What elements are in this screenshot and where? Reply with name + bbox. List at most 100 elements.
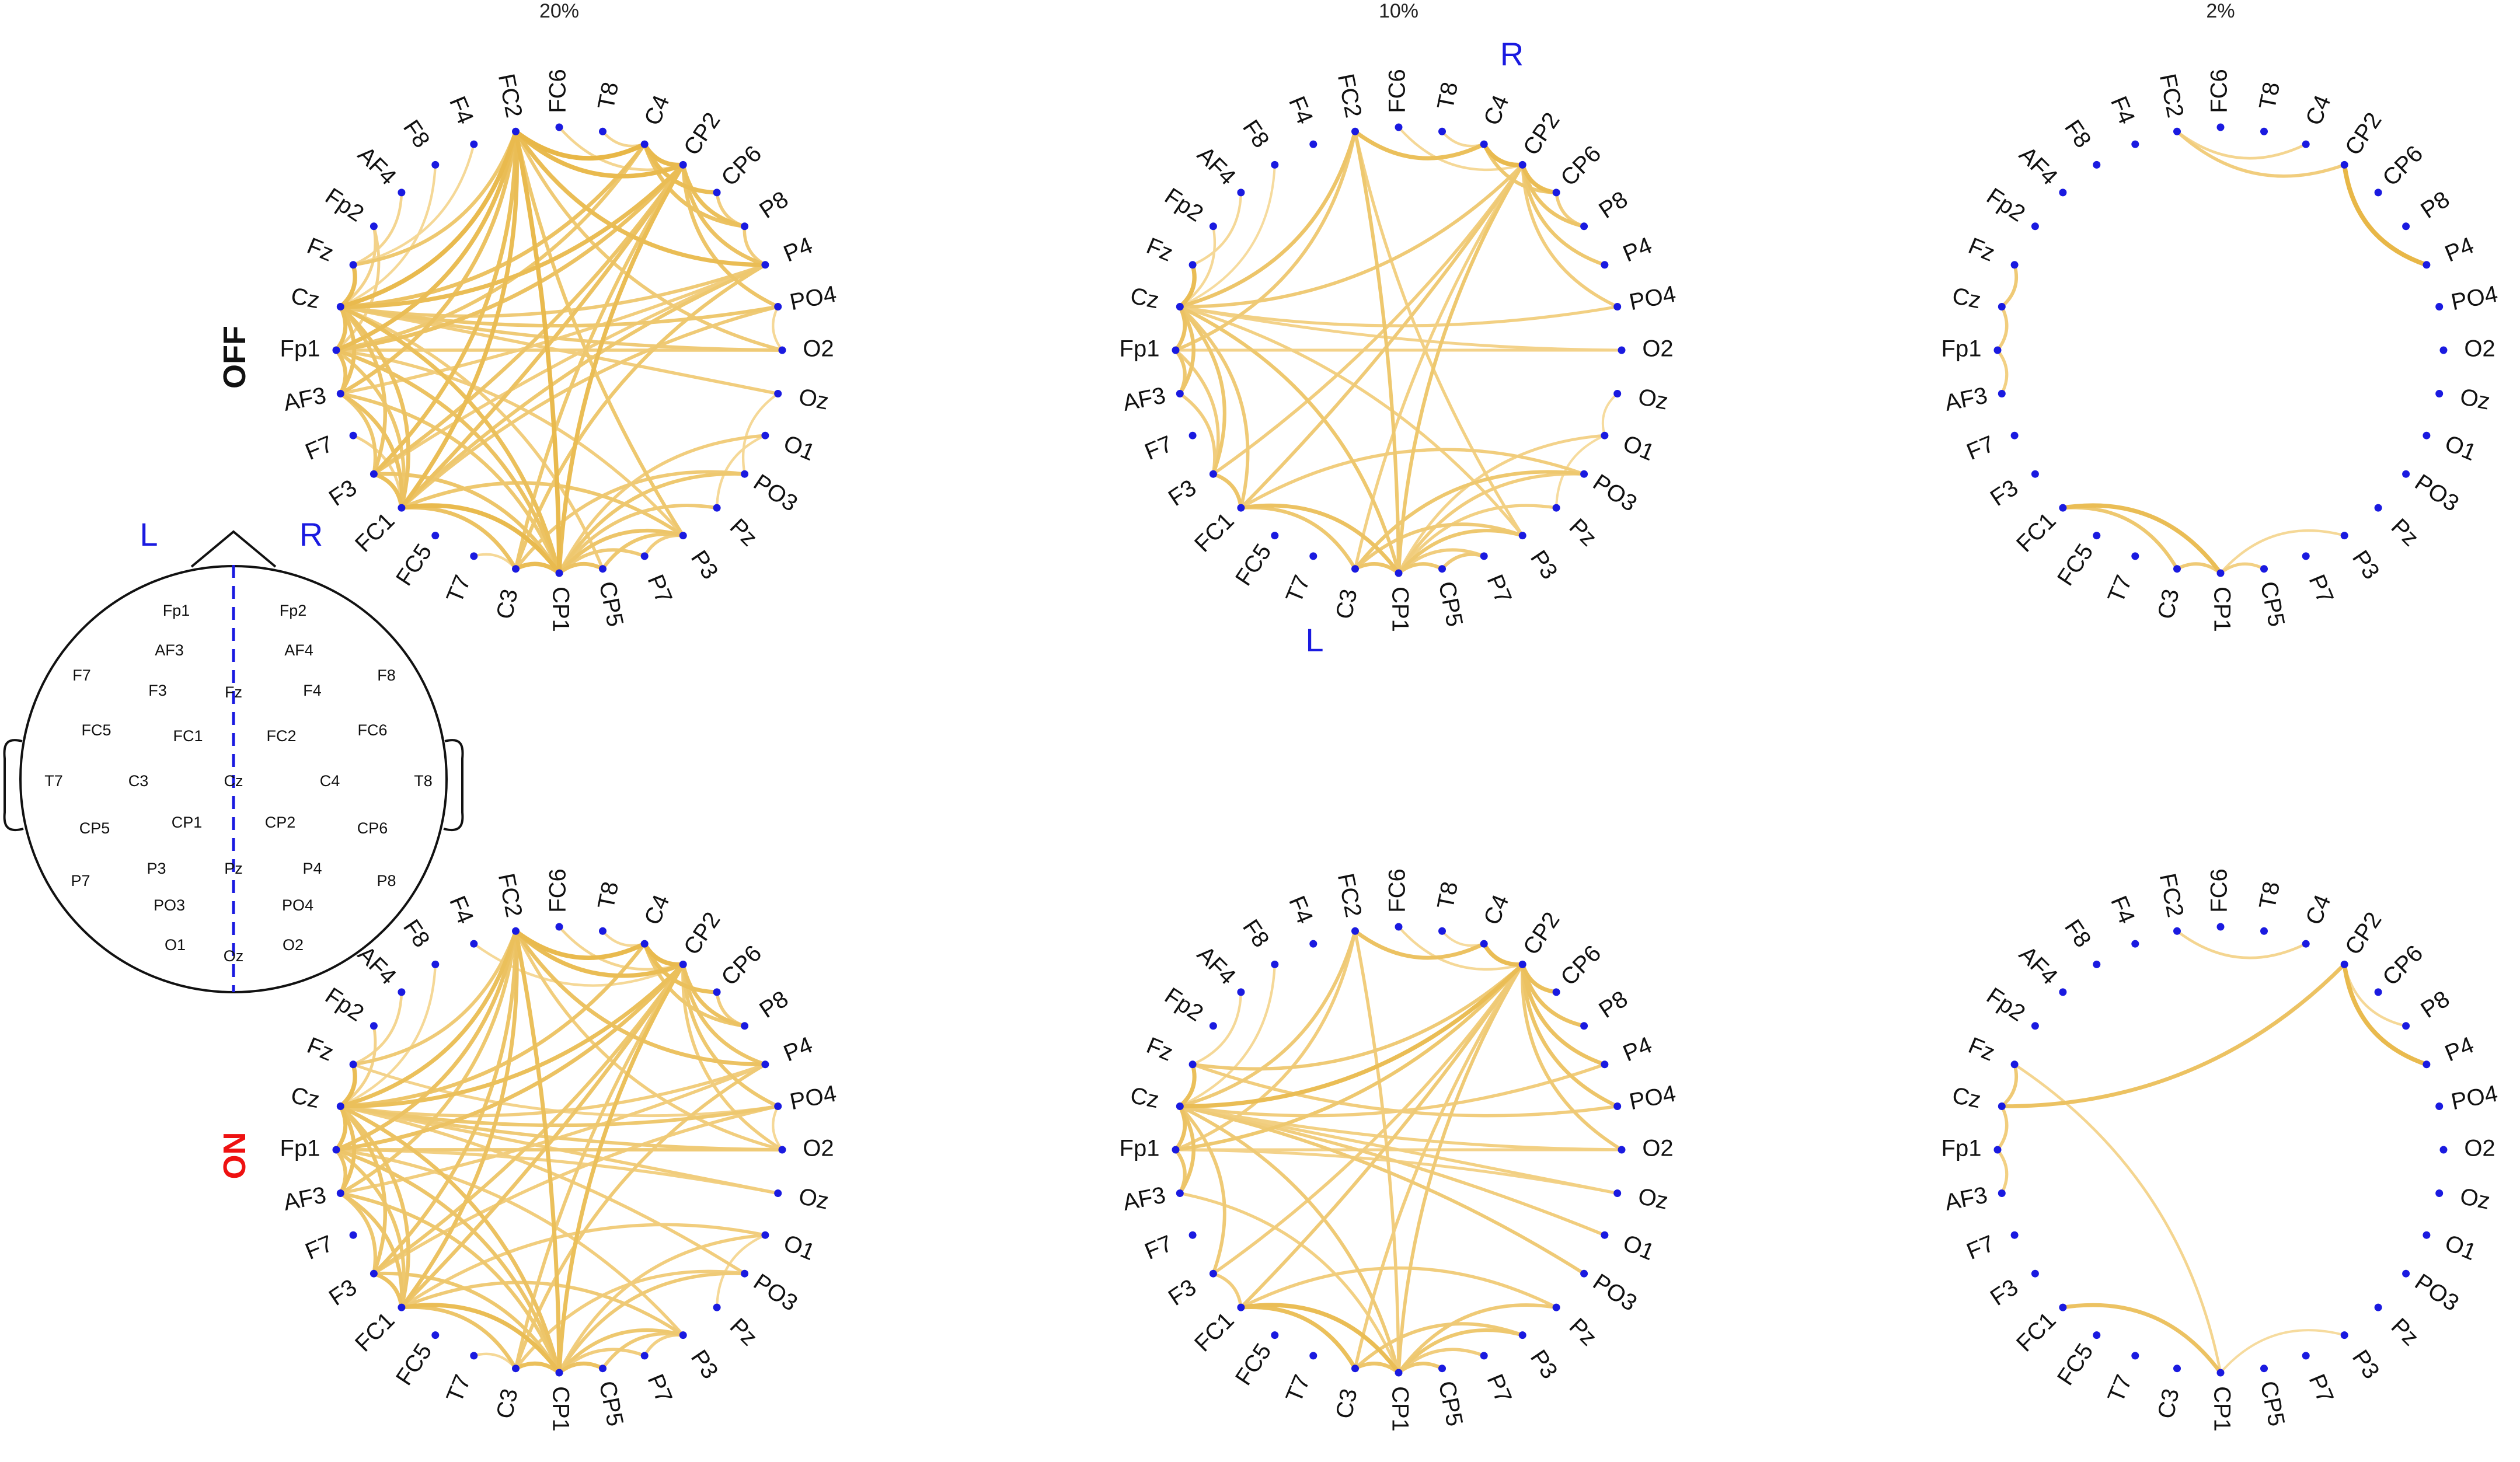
node-o1 <box>1601 1231 1609 1239</box>
head-electrode-p7: P7 <box>71 872 90 889</box>
node-p7 <box>1480 1352 1488 1360</box>
channel-label-fc1: FC1 <box>350 1307 400 1357</box>
edge-cp2-cp1 <box>557 162 685 575</box>
node-t7 <box>2131 1352 2139 1360</box>
node-cz <box>1176 1102 1184 1110</box>
edge-cp2-f3 <box>1211 962 1524 1275</box>
edge-cp1-pz <box>1397 1303 1558 1374</box>
head-electrode-f3: F3 <box>148 682 167 699</box>
channel-label-f7: F7 <box>1141 431 1176 465</box>
head-electrode-oz: Oz <box>224 947 244 965</box>
edge-c3-po3 <box>514 1269 747 1370</box>
edge-cp1-p3 <box>557 528 685 575</box>
edge-fc2-f3 <box>372 929 518 1276</box>
channel-label-cp1: CP1 <box>548 1386 573 1432</box>
edge-af3-f3 <box>1178 392 1217 476</box>
edge-group <box>334 925 784 1375</box>
channel-label-c3: C3 <box>492 587 522 622</box>
row-label-on: ON <box>217 1132 252 1180</box>
edge-cp1-cp5 <box>557 1361 605 1375</box>
edge-cp2-cp1 <box>557 962 685 1375</box>
channel-label-f7: F7 <box>302 431 337 465</box>
edge-f3-fc1 <box>1211 472 1243 510</box>
node-t7 <box>1309 1352 1317 1360</box>
edge-cp2-cz <box>1177 962 1525 1109</box>
channel-label-pz: Pz <box>2386 1313 2424 1351</box>
edge-af4-fz <box>1191 191 1243 266</box>
edge-c3-po3 <box>514 470 747 571</box>
channel-label-o2: O2 <box>2464 336 2495 362</box>
edge-p7-p3 <box>643 533 685 558</box>
channel-label-p7: P7 <box>2303 1370 2338 1407</box>
channel-label-fp2: Fp2 <box>1982 183 2030 227</box>
channel-label-f8: F8 <box>398 116 435 152</box>
edge-fc2-f3 <box>371 129 518 476</box>
channel-label-cz: Cz <box>1128 1083 1162 1114</box>
node-fc5 <box>1271 532 1279 540</box>
channel-label-o2: O2 <box>803 336 834 362</box>
channel-label-f3: F3 <box>1164 1274 1201 1311</box>
channel-label-o1: O1 <box>780 1230 818 1265</box>
edge-fc2-fp1 <box>1174 929 1357 1152</box>
node-p4 <box>1601 1060 1609 1069</box>
column-title-20pct: 20% <box>539 0 579 22</box>
edge-cp2-po4 <box>1521 163 1619 309</box>
node-cp5 <box>1438 565 1446 573</box>
edge-fp1-af3 <box>1996 1148 2009 1195</box>
channel-label-fz: Fz <box>1965 1032 1999 1066</box>
edge-fc2-p4 <box>513 129 768 267</box>
channel-label-fc5: FC5 <box>2052 539 2099 590</box>
head-electrode-o2: O2 <box>283 936 304 954</box>
channel-label-cp5: CP5 <box>594 580 628 629</box>
edge-cp1-p3 <box>557 1328 685 1375</box>
channel-label-p8: P8 <box>2416 986 2454 1023</box>
node-p4 <box>1601 261 1609 269</box>
node-fz <box>2010 261 2019 269</box>
node-o2 <box>778 346 786 354</box>
node-fc5 <box>2093 1331 2101 1339</box>
node-p3 <box>1518 532 1526 540</box>
edge-cp2-p4 <box>1521 163 1606 267</box>
node-cp6 <box>2374 189 2382 197</box>
node-fc6 <box>2216 923 2225 931</box>
edge-cz-fc1 <box>1178 305 1250 510</box>
edge-fc1-cp1 <box>1239 1303 1401 1375</box>
node-o2 <box>1618 346 1626 354</box>
node-f4 <box>470 940 478 948</box>
channel-label-po4: PO4 <box>2449 1081 2500 1115</box>
node-c4 <box>640 940 649 948</box>
channel-label-f8: F8 <box>398 915 435 952</box>
node-c4 <box>2302 940 2310 948</box>
channel-label-fp2: Fp2 <box>1982 983 2030 1027</box>
edge-group <box>1996 930 2429 1375</box>
edge-cp2-p4 <box>681 163 768 267</box>
edge-cz-po4 <box>1178 305 1619 327</box>
edge-fc2-cz <box>338 129 518 309</box>
channel-label-fz: Fz <box>1143 233 1177 267</box>
node-po3 <box>741 470 749 478</box>
node-fc1 <box>1237 504 1245 512</box>
node-af3 <box>1176 390 1184 397</box>
head-electrode-po3: PO3 <box>154 896 185 914</box>
channel-label-f7: F7 <box>1963 431 1998 465</box>
channel-label-cz: Cz <box>1950 283 1984 314</box>
edge-c4-cp2 <box>1482 941 1525 967</box>
head-electrode-fc6: FC6 <box>357 721 387 739</box>
node-cp1 <box>2216 569 2225 577</box>
channel-label-o1: O1 <box>780 430 818 466</box>
head-electrode-po4: PO4 <box>282 896 313 914</box>
node-fc5 <box>2093 532 2101 540</box>
node-p4 <box>2423 1060 2431 1069</box>
edge-cp1-cp5 <box>557 561 605 575</box>
edge-p7-p3 <box>643 1333 685 1358</box>
edge-cz-f3 <box>339 1104 387 1276</box>
edge-fc6-cp2 <box>1397 125 1524 172</box>
head-electrode-af4: AF4 <box>284 641 313 659</box>
node-oz <box>774 1189 782 1197</box>
edge-fc2-c4 <box>1353 129 1486 160</box>
node-cp6 <box>1552 988 1560 996</box>
edge-c4-cp2 <box>1482 142 1525 168</box>
head-electrode-t7: T7 <box>44 772 63 790</box>
channel-label-af3: AF3 <box>281 382 329 416</box>
